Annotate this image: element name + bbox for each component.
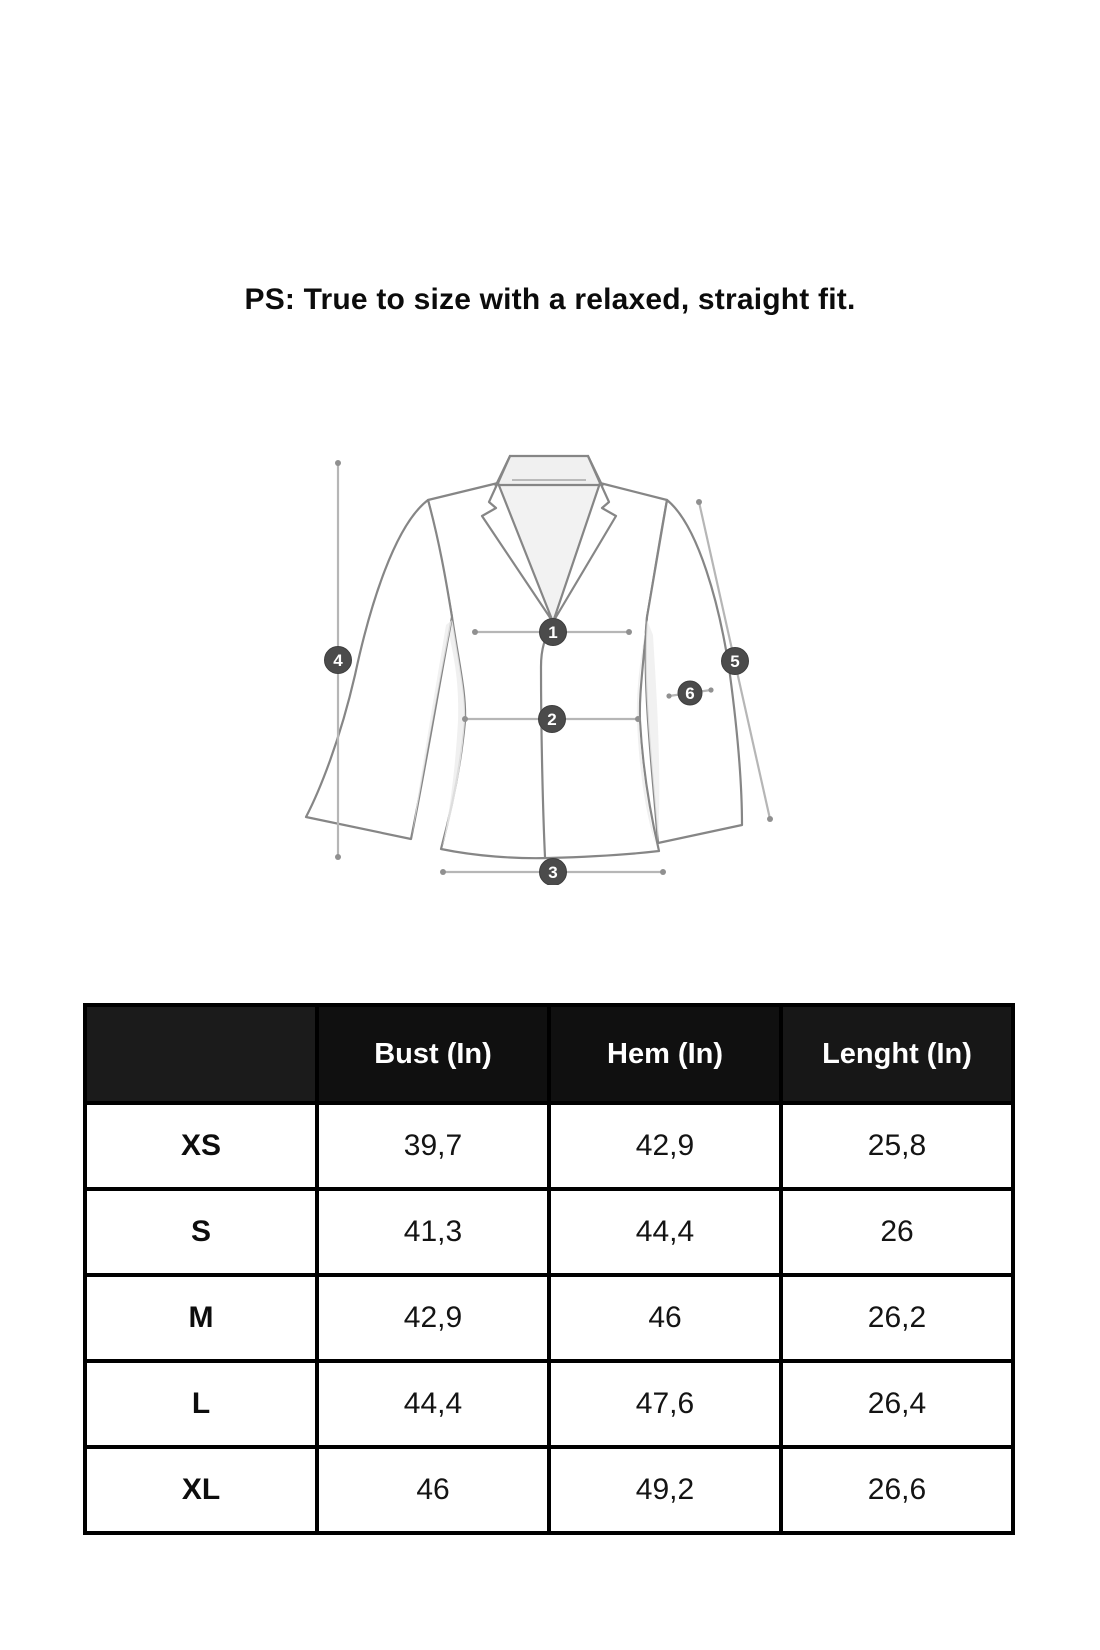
length-value: 25,8 bbox=[779, 1101, 1015, 1191]
bust-value: 41,3 bbox=[315, 1187, 551, 1277]
blazer-measurement-diagram: 1 2 3 bbox=[290, 425, 790, 886]
bust-value: 44,4 bbox=[315, 1359, 551, 1449]
header-cell-length: Lenght (In) bbox=[779, 1003, 1015, 1105]
measurement-marker-6: 6 bbox=[666, 680, 714, 706]
svg-text:5: 5 bbox=[730, 652, 739, 671]
size-label: L bbox=[83, 1359, 319, 1449]
table-row-s: S 41,3 44,4 26 bbox=[83, 1187, 1015, 1277]
inner-v-panel bbox=[497, 484, 601, 622]
hem-value: 46 bbox=[547, 1273, 783, 1363]
bust-value: 39,7 bbox=[315, 1101, 551, 1191]
blazer-diagram-svg: 1 2 3 bbox=[304, 454, 773, 886]
marker-6-badge bbox=[677, 680, 703, 706]
jacket-right-sleeve bbox=[644, 498, 744, 845]
hem-value: 42,9 bbox=[547, 1101, 783, 1191]
page-title: PS: True to size with a relaxed, straigh… bbox=[244, 283, 856, 316]
table-row-xl: XL 46 49,2 26,6 bbox=[83, 1445, 1015, 1535]
length-value: 26 bbox=[779, 1187, 1015, 1277]
measurement-marker-4: 4 bbox=[324, 460, 352, 860]
table-row-xs: XS 39,7 42,9 25,8 bbox=[83, 1101, 1015, 1191]
hem-value: 44,4 bbox=[547, 1187, 783, 1277]
measurement-marker-2: 2 bbox=[462, 705, 641, 733]
right-lapel bbox=[551, 454, 618, 624]
table-row-l: L 44,4 47,6 26,4 bbox=[83, 1359, 1015, 1449]
left-lapel bbox=[480, 454, 555, 624]
header-cell-empty bbox=[83, 1003, 319, 1105]
measurement-marker-5: 5 bbox=[696, 499, 773, 822]
measurement-marker-1: 1 bbox=[472, 618, 632, 646]
length-value: 26,6 bbox=[779, 1445, 1015, 1535]
sleeve-shading-right bbox=[645, 620, 660, 841]
header-cell-bust: Bust (In) bbox=[315, 1003, 551, 1105]
body-shading-left bbox=[442, 617, 466, 847]
size-label: M bbox=[83, 1273, 319, 1363]
svg-text:4: 4 bbox=[333, 651, 343, 670]
size-label: S bbox=[83, 1187, 319, 1277]
size-chart-table: Bust (In) Hem (In) Lenght (In) XS 39,7 4… bbox=[83, 1003, 1015, 1535]
svg-text:1: 1 bbox=[548, 623, 557, 642]
bust-value: 42,9 bbox=[315, 1273, 551, 1363]
length-value: 26,2 bbox=[779, 1273, 1015, 1363]
svg-text:2: 2 bbox=[547, 710, 556, 729]
body-shading-right bbox=[636, 620, 656, 845]
marker-4-badge bbox=[324, 646, 352, 674]
size-label: XL bbox=[83, 1445, 319, 1535]
size-chart-header: Bust (In) Hem (In) Lenght (In) bbox=[83, 1003, 1015, 1105]
header-cell-hem: Hem (In) bbox=[547, 1003, 783, 1105]
marker-5-badge bbox=[721, 647, 749, 675]
jacket-left-sleeve bbox=[304, 498, 454, 841]
bust-value: 46 bbox=[315, 1445, 551, 1535]
svg-text:6: 6 bbox=[685, 684, 694, 703]
header-row: Bust (In) Hem (In) Lenght (In) bbox=[83, 1003, 1015, 1105]
svg-text:3: 3 bbox=[548, 863, 557, 882]
marker-1-badge bbox=[539, 618, 567, 646]
marker-2-badge bbox=[538, 705, 566, 733]
table-row-m: M 42,9 46 26,2 bbox=[83, 1273, 1015, 1363]
size-label: XS bbox=[83, 1101, 319, 1191]
measurement-marker-3: 3 bbox=[440, 858, 666, 886]
hem-value: 49,2 bbox=[547, 1445, 783, 1535]
hem-value: 47,6 bbox=[547, 1359, 783, 1449]
length-value: 26,4 bbox=[779, 1359, 1015, 1449]
